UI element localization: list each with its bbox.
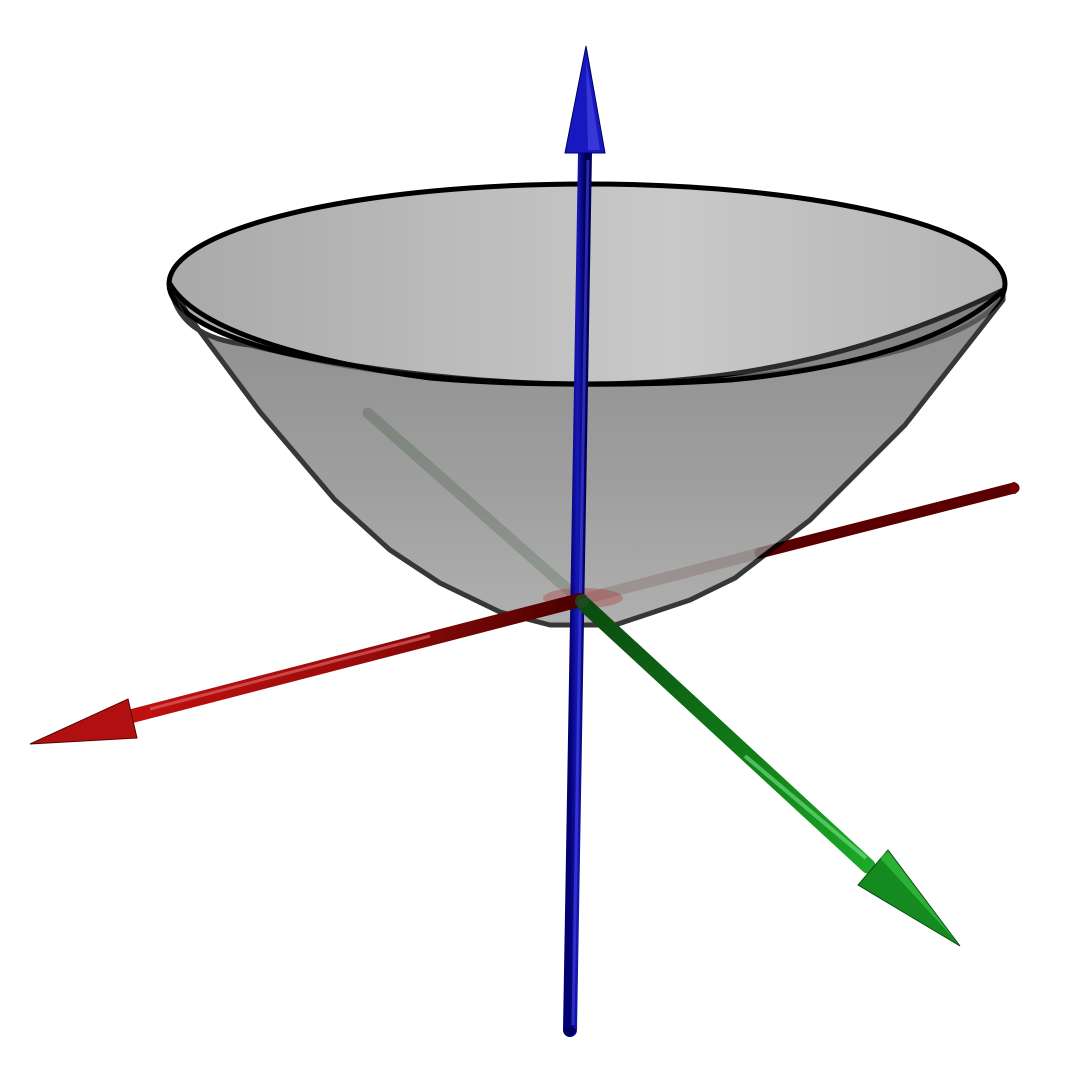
y-axis-arrowhead <box>857 849 961 947</box>
z-axis <box>563 45 606 1037</box>
z-axis-shaft <box>563 145 592 1037</box>
x-axis-front-shaft-highlight <box>149 634 431 711</box>
y-axis <box>577 597 961 947</box>
x-axis-front-shaft <box>125 593 587 723</box>
x-axis <box>29 482 1018 745</box>
z-axis-arrowhead <box>564 45 606 154</box>
x-axis-arrowhead <box>29 698 138 745</box>
y-axis-front-shaft <box>577 597 876 874</box>
axes-origin <box>575 594 589 608</box>
z-axis-bottom-cap <box>564 1027 576 1035</box>
x-axis-back-cap <box>1010 482 1018 494</box>
x-axis-back-shaft <box>754 482 1020 559</box>
z-axis-arrowhead-highlight <box>586 60 600 150</box>
y-axis-front-shaft-highlight <box>743 754 868 860</box>
y-axis-arrowhead-highlight <box>880 851 955 940</box>
z-axis-shaft-highlight <box>571 159 590 1026</box>
